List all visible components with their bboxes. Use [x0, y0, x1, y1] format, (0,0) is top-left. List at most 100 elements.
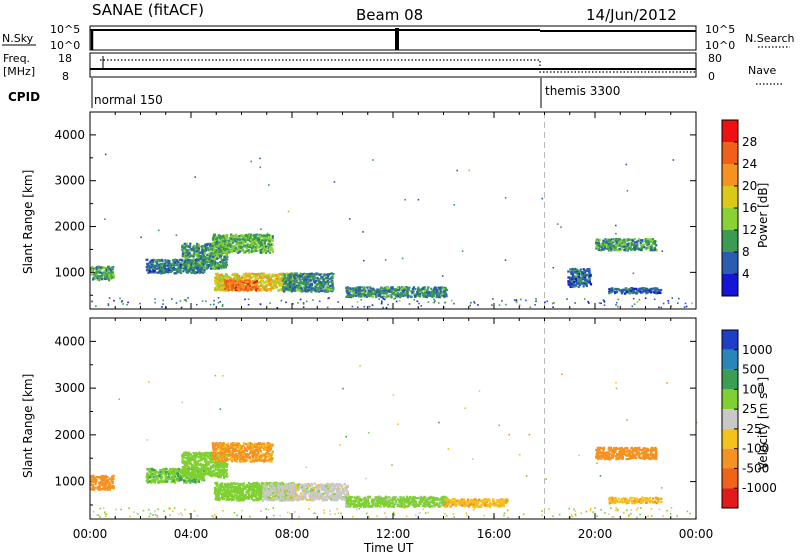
data-cell [328, 297, 330, 299]
data-cell [256, 284, 259, 287]
data-cell [218, 274, 221, 277]
data-cell [292, 272, 295, 275]
data-cell [328, 286, 331, 289]
data-cell [148, 480, 151, 483]
data-cell [204, 259, 207, 263]
data-cell [556, 223, 559, 225]
data-cell [167, 472, 170, 475]
data-cell [104, 272, 107, 275]
data-cell [203, 479, 206, 482]
data-cell [468, 169, 471, 172]
data-cell [269, 239, 273, 242]
data-cell [610, 291, 613, 294]
data-cell [203, 251, 207, 255]
data-cell [574, 271, 577, 274]
data-cell [630, 242, 633, 245]
data-cell [162, 265, 165, 268]
data-cell [440, 291, 443, 294]
data-cell [265, 288, 269, 292]
data-cell [243, 276, 246, 280]
data-cell [199, 474, 202, 477]
data-cell [574, 302, 576, 304]
data-cell [238, 235, 241, 238]
data-cell [300, 289, 304, 292]
data-cell [244, 250, 247, 253]
data-cell [212, 238, 215, 241]
data-cell [386, 288, 389, 291]
data-cell [185, 260, 188, 263]
data-cell [93, 481, 97, 484]
data-cell [393, 298, 395, 300]
data-cell [571, 267, 574, 271]
data-cell [263, 288, 266, 291]
data-cell [216, 242, 219, 246]
data-cell [201, 252, 204, 255]
data-cell [231, 238, 234, 241]
data-cell [578, 273, 581, 276]
data-cell [150, 473, 153, 476]
data-cell [357, 306, 359, 308]
data-cell [644, 238, 647, 241]
data-cell [299, 275, 302, 278]
data-cell [610, 242, 613, 245]
data-cell [431, 294, 434, 297]
data-cell [647, 238, 650, 241]
data-cell [220, 471, 223, 474]
data-cell [194, 247, 197, 250]
data-cell [104, 479, 108, 483]
data-cell [189, 459, 192, 463]
data-cell [230, 239, 233, 243]
data-cell [625, 246, 628, 250]
data-cell [632, 239, 635, 242]
data-cell [184, 481, 187, 484]
data-cell [160, 258, 163, 261]
data-cell [111, 475, 114, 478]
data-cell [445, 295, 448, 298]
data-cell [637, 288, 640, 291]
data-cell [192, 263, 195, 266]
data-cell [286, 288, 289, 291]
data-cell [271, 250, 274, 253]
data-cell [614, 246, 617, 249]
data-cell [324, 282, 327, 285]
data-cell [221, 244, 224, 247]
data-cell [219, 261, 222, 264]
nsearch-tick-bottom: 10^0 [705, 39, 735, 52]
data-cell [470, 301, 472, 304]
data-cell [318, 287, 321, 290]
data-cell [200, 458, 203, 462]
data-cell [586, 273, 589, 276]
data-cell [162, 271, 165, 274]
data-cell [294, 286, 297, 289]
data-cell [139, 302, 141, 305]
data-cell [587, 276, 591, 279]
data-cell [196, 266, 199, 269]
data-cell [439, 287, 442, 290]
data-cell [168, 262, 171, 265]
data-cell [615, 291, 618, 294]
data-cell [237, 238, 240, 241]
data-cell [312, 287, 315, 290]
data-cell [105, 267, 108, 270]
data-cell [190, 260, 194, 263]
data-cell [271, 237, 274, 240]
data-cell [416, 294, 419, 297]
data-cell [626, 288, 629, 291]
data-cell [383, 292, 386, 295]
data-cell [104, 153, 107, 156]
data-cell [639, 248, 642, 251]
data-cell [304, 275, 307, 278]
data-cell [252, 281, 255, 284]
data-cell [624, 287, 627, 290]
data-cell [198, 270, 201, 273]
data-cell [215, 273, 218, 276]
data-cell [280, 278, 283, 281]
data-cell [250, 240, 253, 243]
data-cell [214, 287, 217, 290]
data-cell [300, 282, 304, 285]
data-cell [268, 248, 272, 251]
data-cell [392, 288, 395, 291]
data-cell [569, 285, 572, 288]
data-cell [163, 473, 166, 476]
data-cell [263, 243, 267, 246]
